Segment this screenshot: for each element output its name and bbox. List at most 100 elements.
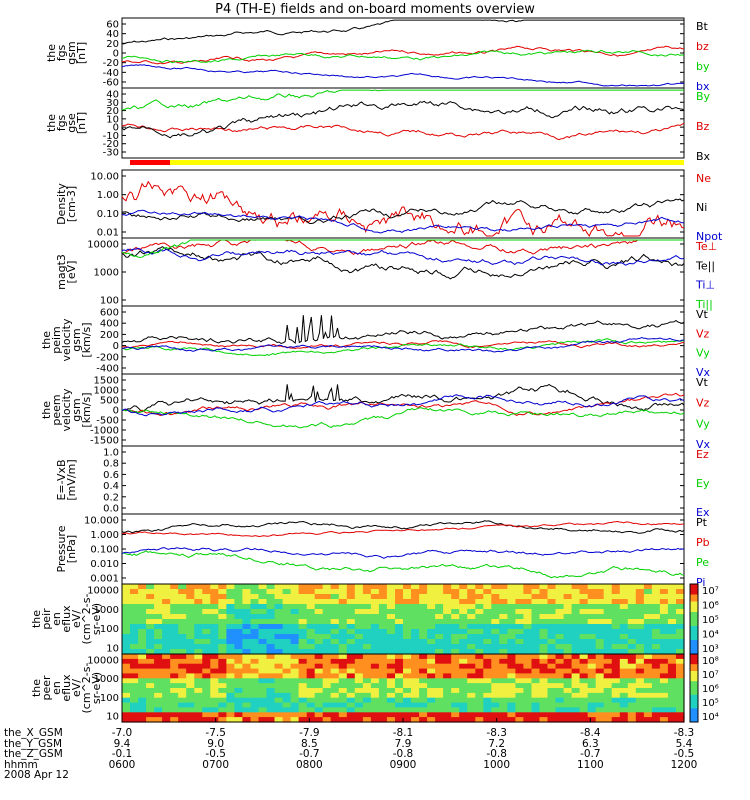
heat-cell-peir_spec xyxy=(419,604,428,610)
heat-cell-peir_spec xyxy=(579,604,589,610)
heat-cell-peer_spec xyxy=(595,707,605,713)
heat-cell-peer_spec xyxy=(651,654,661,660)
heat-cell-peir_spec xyxy=(507,644,516,650)
heat-cell-peir_spec xyxy=(234,629,243,635)
heat-cell-peer_spec xyxy=(162,668,171,675)
heat-cell-peir_spec xyxy=(523,619,532,625)
heat-cell-peir_spec xyxy=(539,594,549,600)
heat-cell-peer_spec xyxy=(178,683,187,689)
heat-cell-peer_spec xyxy=(226,654,235,660)
heat-cell-peer_spec xyxy=(627,702,637,709)
heat-cell-peir_spec xyxy=(491,629,500,635)
heat-cell-peer_spec xyxy=(531,688,541,694)
heat-cell-peer_spec xyxy=(411,707,420,713)
heat-cell-peir_spec xyxy=(676,619,685,625)
heat-cell-peer_spec xyxy=(122,707,131,713)
heat-cell-peer_spec xyxy=(635,673,645,679)
heat-cell-peir_spec xyxy=(411,629,420,635)
heat-cell-peer_spec xyxy=(443,702,452,709)
trace-peem_velocity-Vx xyxy=(121,394,685,417)
heat-cell-peir_spec xyxy=(563,619,573,625)
heat-cell-peer_spec xyxy=(603,683,613,689)
heat-cell-peir_spec xyxy=(146,639,155,645)
heat-cell-peer_spec xyxy=(427,692,436,699)
heat-cell-peer_spec xyxy=(515,712,524,718)
heat-cell-peer_spec xyxy=(419,683,428,689)
heat-cell-peer_spec xyxy=(611,673,621,679)
heat-cell-peir_spec xyxy=(378,614,388,620)
heat-cell-peir_spec xyxy=(643,634,653,640)
heat-cell-peir_spec xyxy=(386,594,396,600)
heat-cell-peer_spec xyxy=(322,654,332,660)
heat-cell-peer_spec xyxy=(138,673,147,679)
heat-cell-peer_spec xyxy=(563,712,573,718)
legend-peim_velocity-2: Vy xyxy=(696,347,710,360)
heat-cell-peer_spec xyxy=(274,663,284,670)
heat-cell-peer_spec xyxy=(378,654,388,660)
heat-cell-peir_spec xyxy=(274,594,284,600)
heat-cell-peer_spec xyxy=(603,678,613,684)
heat-cell-peir_spec xyxy=(587,639,597,645)
heat-cell-peer_spec xyxy=(346,717,356,723)
heat-cell-peir_spec xyxy=(395,594,404,600)
heat-cell-peir_spec xyxy=(435,634,444,640)
heat-cell-peir_spec xyxy=(547,589,557,595)
heat-cell-peir_spec xyxy=(122,599,131,605)
heat-cell-peer_spec xyxy=(258,673,268,679)
heat-cell-peir_spec xyxy=(290,624,300,630)
heat-cell-peir_spec xyxy=(515,594,524,600)
heat-cell-peir_spec xyxy=(515,599,524,605)
heat-cell-peir_spec xyxy=(395,619,404,625)
heat-cell-peir_spec xyxy=(306,584,316,590)
heat-cell-peir_spec xyxy=(507,619,516,625)
heat-cell-peer_spec xyxy=(362,702,372,709)
heat-cell-peir_spec xyxy=(202,594,211,600)
heat-cell-peer_spec xyxy=(451,683,460,689)
heat-cell-peir_spec xyxy=(563,604,573,610)
heat-cell-peir_spec xyxy=(547,584,557,590)
heat-cell-peer_spec xyxy=(547,673,557,679)
heat-cell-peer_spec xyxy=(547,707,557,713)
heat-cell-peer_spec xyxy=(651,673,661,679)
heat-cell-peir_spec xyxy=(274,639,284,645)
heat-cell-peir_spec xyxy=(138,629,147,635)
heat-cell-peer_spec xyxy=(579,717,589,723)
heat-cell-peir_spec xyxy=(676,609,685,615)
heat-cell-peer_spec xyxy=(322,702,332,709)
heat-cell-peer_spec xyxy=(579,658,589,665)
heat-cell-peir_spec xyxy=(651,599,661,605)
heat-cell-peir_spec xyxy=(531,589,541,595)
heat-cell-peer_spec xyxy=(282,692,292,699)
heat-cell-peir_spec xyxy=(282,609,292,615)
heat-cell-peer_spec xyxy=(539,683,549,689)
heat-cell-peir_spec xyxy=(587,594,597,600)
heat-cell-peir_spec xyxy=(250,604,260,610)
heat-cell-peir_spec xyxy=(659,594,669,600)
heat-cell-peer_spec xyxy=(186,658,195,665)
heat-cell-peir_spec xyxy=(202,649,211,655)
ytick-peem_velocity-4: -500 xyxy=(96,416,119,427)
ylabel-fgs_gsm-0: the xyxy=(45,44,58,62)
heat-cell-peir_spec xyxy=(499,624,508,630)
heat-cell-peer_spec xyxy=(395,663,404,670)
heat-cell-peir_spec xyxy=(202,589,211,595)
heat-cell-peer_spec xyxy=(226,707,235,713)
heat-cell-peir_spec xyxy=(386,609,396,615)
heat-cell-peir_spec xyxy=(427,589,436,595)
heat-cell-peir_spec xyxy=(322,614,332,620)
heat-cell-peer_spec xyxy=(290,683,300,689)
heat-cell-peir_spec xyxy=(676,624,685,630)
heat-cell-peir_spec xyxy=(579,584,589,590)
heat-cell-peer_spec xyxy=(330,697,340,704)
heat-cell-peir_spec xyxy=(266,629,276,635)
heat-cell-peir_spec xyxy=(242,614,251,620)
heat-cell-peir_spec xyxy=(587,589,597,595)
heat-cell-peer_spec xyxy=(507,678,516,684)
heat-cell-peer_spec xyxy=(330,658,340,665)
heat-cell-peir_spec xyxy=(226,634,235,640)
heat-cell-peir_spec xyxy=(643,614,653,620)
heat-cell-peir_spec xyxy=(499,589,508,595)
heat-cell-peir_spec xyxy=(314,614,324,620)
heat-cell-peer_spec xyxy=(370,683,380,689)
